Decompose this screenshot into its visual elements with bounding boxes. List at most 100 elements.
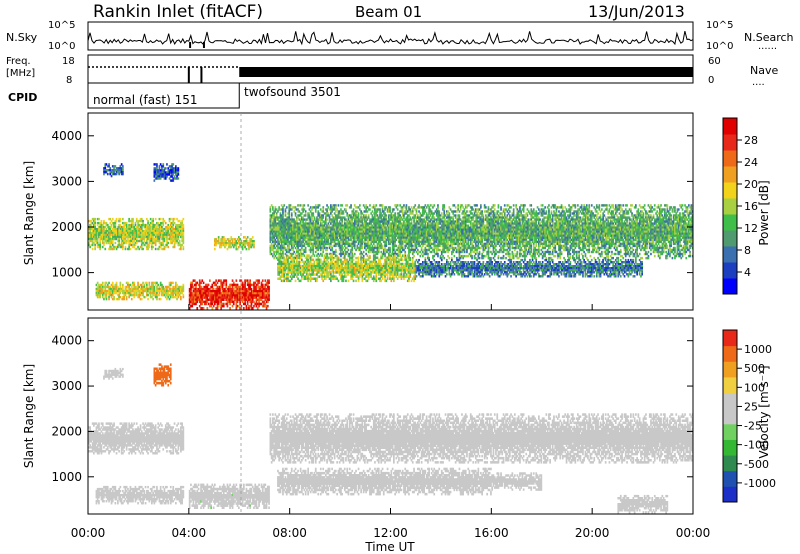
power-cell	[443, 206, 445, 208]
date-title: 13/Jun/2013	[588, 2, 685, 21]
power-cell	[165, 167, 167, 169]
power-cell	[449, 214, 451, 216]
power-cell	[172, 163, 174, 165]
power-cell	[194, 279, 196, 282]
power-cell	[273, 214, 275, 216]
power-cell	[252, 236, 254, 238]
nave-label: Nave	[750, 64, 778, 77]
power-cell	[227, 305, 229, 308]
power-cell	[268, 290, 270, 293]
freq-tick-top: 18	[62, 56, 75, 67]
power-cell	[94, 248, 96, 250]
nsky-label: N.Sky	[6, 31, 38, 44]
nsky-line	[88, 31, 693, 44]
power-cell	[183, 296, 185, 298]
power-cell	[295, 206, 297, 208]
power-cell	[437, 255, 439, 257]
power-cell	[271, 253, 273, 255]
power-cell	[328, 206, 330, 208]
beam-title: Beam 01	[355, 3, 422, 21]
power-cell	[283, 204, 285, 206]
power-cell	[214, 248, 216, 250]
power-cell	[374, 245, 376, 247]
power-cell	[291, 214, 293, 216]
power-cell	[411, 206, 413, 208]
nave-tick-top: 60	[708, 56, 721, 67]
power-cell	[253, 305, 255, 308]
power-cell	[170, 284, 172, 286]
power-cell	[393, 208, 395, 210]
power-cell	[433, 204, 435, 206]
power-cell	[326, 218, 328, 220]
power-cell	[449, 257, 451, 259]
power-cell	[232, 305, 234, 308]
power-cell	[104, 248, 106, 250]
cpid-mode-2: twofsound 3501	[244, 85, 341, 99]
power-cell	[341, 222, 343, 224]
power-cell	[167, 246, 169, 248]
power-cell	[272, 206, 274, 208]
power-cell	[304, 204, 306, 206]
power-cell	[183, 218, 185, 220]
power-cell	[200, 282, 202, 285]
power-cell	[159, 294, 161, 296]
power-cell	[146, 282, 148, 284]
power-cell	[276, 214, 278, 216]
power-cell	[247, 303, 249, 306]
power-cell	[120, 282, 122, 284]
power-cell	[142, 282, 144, 284]
power-cell	[282, 214, 284, 216]
power-cell	[404, 247, 406, 249]
power-cell	[156, 282, 158, 284]
power-cell	[258, 279, 260, 282]
power-cell	[133, 282, 135, 284]
power-cell	[175, 282, 177, 284]
power-cell	[311, 208, 313, 210]
power-cell	[319, 204, 321, 206]
power-cell	[397, 208, 399, 210]
power-cell	[258, 282, 260, 285]
power-cell	[165, 222, 167, 224]
power-cell	[98, 218, 100, 220]
power-cell	[247, 279, 249, 282]
power-cell	[262, 279, 264, 282]
power-cell	[180, 248, 182, 250]
power-cell	[406, 206, 408, 208]
power-cell	[278, 206, 280, 208]
power-cell	[275, 206, 277, 208]
power-cell	[160, 298, 162, 300]
power-cell	[155, 244, 157, 246]
power-cell	[285, 214, 287, 216]
power-cell	[219, 290, 221, 293]
power-cell	[270, 210, 272, 212]
power-cell	[354, 245, 356, 247]
power-cell	[335, 251, 337, 253]
power-cell	[365, 214, 367, 216]
power-cell	[223, 305, 225, 308]
power-cell	[152, 246, 154, 248]
power-cell	[386, 206, 388, 208]
power-cell	[196, 307, 198, 310]
power-cell	[232, 279, 234, 282]
power-cell	[137, 282, 139, 284]
power-cell	[338, 204, 340, 206]
power-cell	[183, 290, 185, 292]
power-cell	[113, 298, 115, 300]
power-cell	[92, 248, 94, 250]
power-cell	[203, 282, 205, 285]
power-cell	[172, 282, 174, 284]
power-cell	[233, 303, 235, 306]
power-cell	[243, 307, 245, 310]
power-cell	[160, 282, 162, 284]
power-cell	[369, 208, 371, 210]
power-cell	[156, 298, 158, 300]
power-cell	[396, 239, 398, 241]
power-cell	[363, 251, 365, 253]
power-cell	[377, 214, 379, 216]
power-cell	[208, 284, 210, 287]
power-cell	[172, 179, 174, 181]
power-cell	[386, 245, 388, 247]
power-cell	[412, 245, 414, 247]
power-cell	[213, 305, 215, 308]
power-cell	[97, 282, 99, 284]
